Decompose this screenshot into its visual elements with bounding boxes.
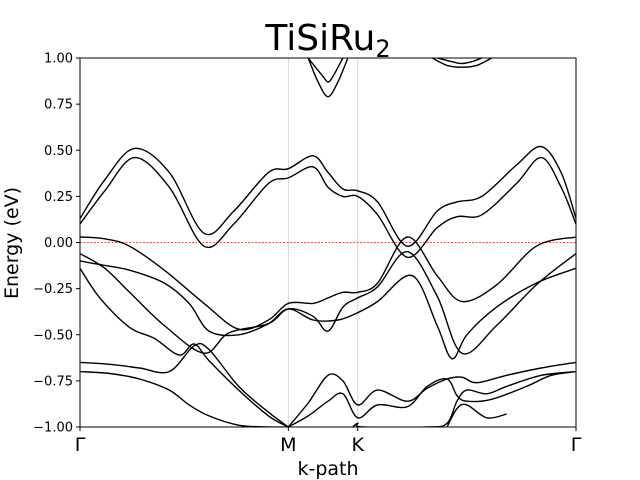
band-line: [446, 403, 507, 427]
y-tick-label: 0.25: [44, 190, 73, 205]
band-line: [431, 58, 493, 68]
kpoint-label: K: [352, 434, 365, 456]
y-tick-label: −0.25: [33, 282, 73, 297]
band-line: [287, 370, 576, 427]
chart-title: TiSiRu2: [264, 18, 390, 63]
band-line: [80, 342, 289, 427]
kpoint-label: Γ: [571, 434, 582, 456]
y-axis-label: Energy (eV): [1, 187, 23, 299]
chart-title-subscript: 2: [375, 35, 390, 63]
y-tick-label: 0.00: [44, 236, 73, 251]
band-line: [80, 236, 576, 331]
band-line: [80, 145, 576, 247]
y-axis-ticks: −1.00 −0.75 −0.50 −0.25 0.00 0.25 0.50 0.75 1.00: [33, 52, 80, 436]
band-line: [80, 260, 576, 360]
y-tick-label: −0.50: [33, 328, 73, 343]
y-tick-label: −1.00: [33, 421, 73, 436]
band-line: [352, 370, 576, 427]
y-tick-label: 0.50: [44, 144, 73, 159]
band-line: [80, 156, 576, 259]
band-line: [80, 267, 289, 427]
band-line: [80, 370, 289, 427]
y-tick-label: 1.00: [44, 52, 73, 67]
band-line: [436, 58, 483, 65]
band-line: [80, 251, 576, 355]
band-line: [307, 58, 349, 98]
chart-title-main: TiSiRu: [264, 18, 375, 59]
kpoint-label: Γ: [75, 434, 86, 456]
y-tick-label: −0.75: [33, 374, 73, 389]
y-tick-label: 0.75: [44, 98, 73, 113]
band-line: [307, 58, 344, 83]
band-line: [287, 361, 576, 427]
kpoint-label: M: [280, 434, 296, 456]
x-axis-label: k-path: [297, 458, 358, 480]
